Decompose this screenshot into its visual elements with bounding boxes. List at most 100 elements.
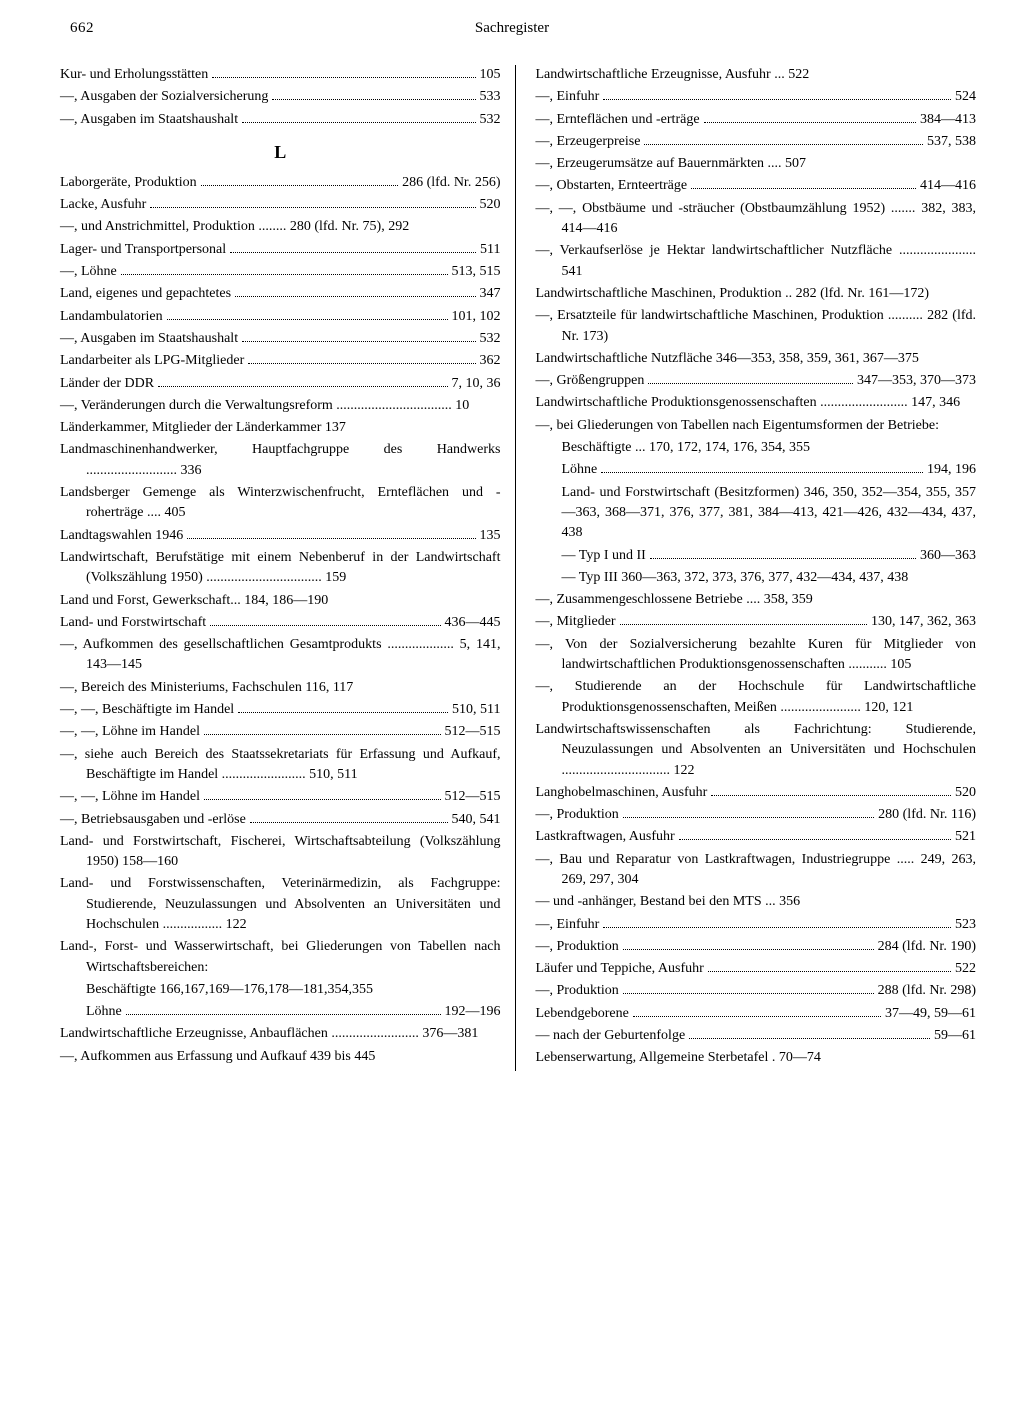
index-entry: —, Produktion 284 (lfd. Nr. 190) xyxy=(536,937,977,957)
entry-label: —, Betriebsausgaben und -erlöse xyxy=(60,810,246,830)
index-entry: —, Von der Sozialversicherung bezahlte K… xyxy=(536,635,977,676)
index-entry: Laborgeräte, Produktion 286 (lfd. Nr. 256… xyxy=(60,173,501,193)
entry-label: Landarbeiter als LPG-Mitglieder xyxy=(60,351,244,371)
leader-dots xyxy=(644,133,923,145)
index-entry: —, Verkaufserlöse je Hektar landwirtscha… xyxy=(536,241,977,282)
index-entry: —, —, Löhne im Handel512—515 xyxy=(60,722,501,742)
entry-label: —, Mitglieder xyxy=(536,612,616,632)
entry-page: 532 xyxy=(480,110,501,130)
leader-dots xyxy=(679,828,951,840)
leader-dots xyxy=(648,372,853,384)
index-entry: —, Ausgaben der Sozialversicherung533 xyxy=(60,87,501,107)
entry-label: Lacke, Ausfuhr xyxy=(60,195,146,215)
entry-page: 7, 10, 36 xyxy=(452,374,501,394)
index-entry: Land und Forst, Gewerkschaft... 184, 186… xyxy=(60,591,501,611)
entry-page: 280 (lfd. Nr. 116) xyxy=(878,805,976,825)
entry-label: —, Löhne xyxy=(60,262,117,282)
index-entry: Landwirtschaftswissenschaften als Fachri… xyxy=(536,720,977,781)
leader-dots xyxy=(150,196,475,208)
leader-dots xyxy=(212,66,475,78)
entry-page: 520 xyxy=(955,783,976,803)
entry-label: —, —, Beschäftigte im Handel xyxy=(60,700,234,720)
index-entry: Landwirtschaftliche Erzeugnisse, Anbau­f… xyxy=(60,1024,501,1044)
entry-page: 522 xyxy=(955,959,976,979)
leader-dots xyxy=(623,938,874,950)
entry-label: Löhne xyxy=(86,1002,122,1022)
page-title: Sachregister xyxy=(475,20,549,37)
entry-label: Land, eigenes und gepachtetes xyxy=(60,284,231,304)
entry-page: 194, 196 xyxy=(927,460,976,480)
entry-label: —, Größengruppen xyxy=(536,371,645,391)
index-entry: Land- und Forstwissenschaften, Veterinär… xyxy=(60,874,501,935)
entry-page: 192—196 xyxy=(445,1002,501,1022)
index-entry: —, Erzeugerpreise537, 538 xyxy=(536,132,977,152)
index-entry: Landmaschinenhandwerker, Hauptfachgruppe… xyxy=(60,440,501,481)
entry-page: 135 xyxy=(480,526,501,546)
entry-page: 284 (lfd. Nr. 190) xyxy=(878,937,976,957)
entry-label: —, Ausgaben der Sozialversicherung xyxy=(60,87,268,107)
index-entry: — Typ I und II360—363 xyxy=(536,546,977,566)
index-entry: —, siehe auch Bereich des Staatssekretar… xyxy=(60,745,501,786)
index-entry: —, Bau und Reparatur von Lastkraftwagen,… xyxy=(536,850,977,891)
leader-dots xyxy=(230,241,476,253)
index-entry: —, Zusammengeschlossene Betriebe .... 35… xyxy=(536,590,977,610)
entry-label: —, Ausgaben im Staatshaushalt xyxy=(60,329,238,349)
index-entry-continuation: Beschäftigte ... 170, 172, 174, 176, 354… xyxy=(536,438,977,458)
entry-page: 362 xyxy=(480,351,501,371)
index-entry: Land-, Forst- und Wasserwirtschaft, bei … xyxy=(60,937,501,978)
entry-page: 288 (lfd. Nr. 298) xyxy=(878,981,976,1001)
index-entry: —, Produktion 288 (lfd. Nr. 298) xyxy=(536,981,977,1001)
index-entry: —, Obstarten, Ernteerträge414—416 xyxy=(536,176,977,196)
index-entry: —, Größengruppen347—353, 370—373 xyxy=(536,371,977,391)
leader-dots xyxy=(603,88,951,100)
index-entry: Länderkammer, Mitglieder der Länderkamme… xyxy=(60,418,501,438)
index-entry: Landarbeiter als LPG-Mitglieder 362 xyxy=(60,351,501,371)
index-entry: —, Ausgaben im Staatshaushalt532 xyxy=(60,329,501,349)
index-entry: Landtagswahlen 1946135 xyxy=(60,526,501,546)
columns: Kur- und Erholungsstätten105—, Ausgaben … xyxy=(60,65,976,1071)
leader-dots xyxy=(204,788,441,800)
entry-page: 384—413 xyxy=(920,110,976,130)
index-entry: Langhobelmaschinen, Ausfuhr520 xyxy=(536,783,977,803)
entry-page: 513, 515 xyxy=(452,262,501,282)
entry-page: 101, 102 xyxy=(452,307,501,327)
index-entry: Landwirtschaftliche Erzeugnisse, Ausfuhr… xyxy=(536,65,977,85)
entry-page: 59—61 xyxy=(934,1026,976,1046)
entry-label: Kur- und Erholungsstätten xyxy=(60,65,208,85)
entry-label: — Typ I und II xyxy=(562,546,646,566)
index-entry: —, Erzeugerumsätze auf Bauernmärkten ...… xyxy=(536,154,977,174)
index-entry: —, Einfuhr523 xyxy=(536,915,977,935)
leader-dots xyxy=(603,915,951,927)
entry-label: Läufer und Teppiche, Ausfuhr xyxy=(536,959,704,979)
leader-dots xyxy=(272,88,475,100)
leader-dots xyxy=(210,614,440,626)
entry-label: —, Produktion xyxy=(536,981,619,1001)
leader-dots xyxy=(623,806,874,818)
entry-page: 286 (lfd. Nr. 256) xyxy=(402,173,500,193)
leader-dots xyxy=(204,723,441,735)
leader-dots xyxy=(623,982,874,994)
entry-label: —, Produktion xyxy=(536,937,619,957)
entry-page: 37—49, 59—61 xyxy=(885,1004,976,1024)
entry-page: 523 xyxy=(955,915,976,935)
index-entry: —, —, Obstbäume und -sträucher (Obstbaum… xyxy=(536,199,977,240)
leader-dots xyxy=(620,613,867,625)
leader-dots xyxy=(158,374,447,386)
index-entry: —, Ersatzteile für landwirtschaftliche M… xyxy=(536,306,977,347)
index-entry: —, —, Löhne im Handel512—515 xyxy=(60,787,501,807)
entry-page: 414—416 xyxy=(920,176,976,196)
entry-page: 512—515 xyxy=(445,722,501,742)
leader-dots xyxy=(711,784,951,796)
entry-label: Laborgeräte, Produktion xyxy=(60,173,197,193)
entry-label: Lager- und Transportpersonal xyxy=(60,240,226,260)
entry-page: 105 xyxy=(480,65,501,85)
index-entry: — und -anhänger, Bestand bei den MTS ...… xyxy=(536,892,977,912)
entry-page: 510, 511 xyxy=(452,700,500,720)
index-entry: —, Produktion280 (lfd. Nr. 116) xyxy=(536,805,977,825)
index-entry: Läufer und Teppiche, Ausfuhr 522 xyxy=(536,959,977,979)
entry-label: —, Erzeugerpreise xyxy=(536,132,641,152)
index-entry: —, Veränderungen durch die Verwaltungs­r… xyxy=(60,396,501,416)
entry-label: Länder der DDR xyxy=(60,374,154,394)
index-entry: —, Aufkommen aus Erfassung und Aufkauf 4… xyxy=(60,1047,501,1067)
entry-label: Land- und Forstwirtschaft xyxy=(60,613,206,633)
